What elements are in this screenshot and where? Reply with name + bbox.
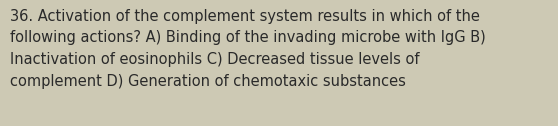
Text: 36. Activation of the complement system results in which of the
following action: 36. Activation of the complement system … — [10, 9, 486, 89]
